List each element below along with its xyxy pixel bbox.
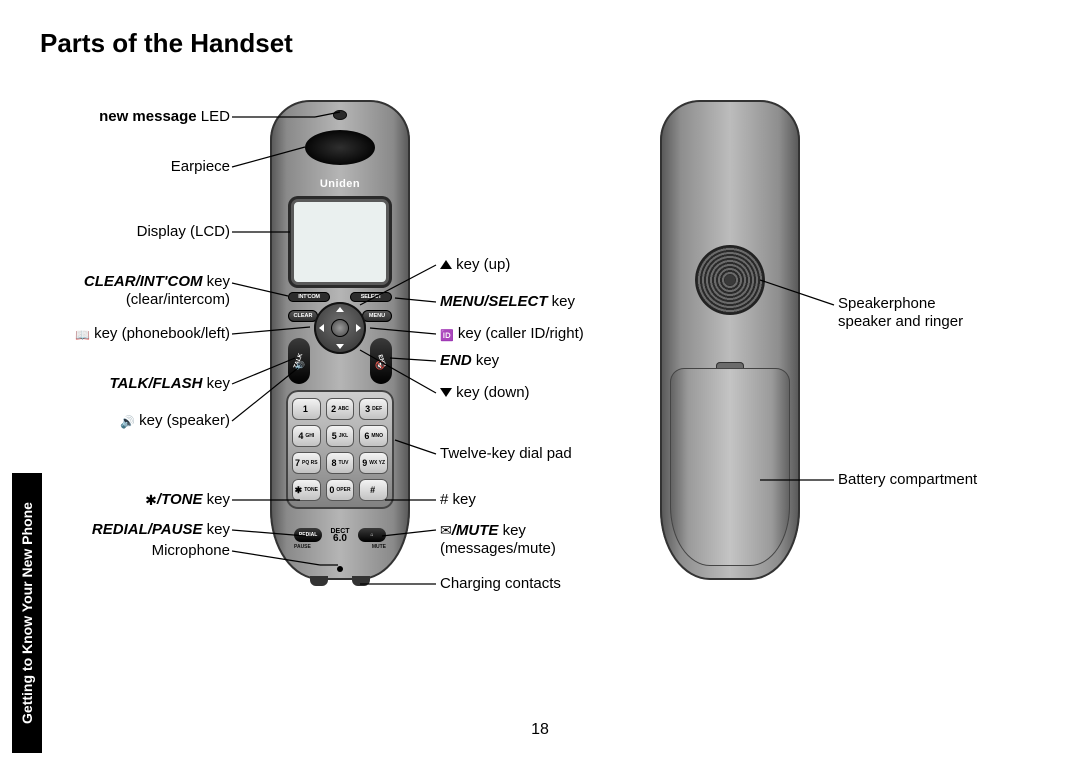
key-6: 6MNO <box>359 425 388 447</box>
nav-pad <box>314 302 366 354</box>
key-hash: # <box>359 479 388 501</box>
intcom-softkey: INT'COM <box>288 292 330 302</box>
triangle-down-icon <box>440 388 452 397</box>
mute-key: ⌂ <box>358 528 386 542</box>
mute-sublabel: MUTE <box>372 544 386 550</box>
speaker-icon <box>120 412 135 429</box>
dect-badge: DECT 6.0 <box>330 528 349 542</box>
charging-contact-right <box>352 576 370 586</box>
label-mute: /MUTE key (messages/mute) <box>440 521 556 558</box>
volume-mini-icon: 🔇 <box>368 361 392 370</box>
microphone-hole <box>337 566 343 572</box>
key-star: ✱TONE <box>292 479 321 501</box>
nav-down-icon <box>336 344 344 349</box>
new-message-led <box>333 110 347 120</box>
label-speaker: key (speaker) <box>60 412 230 431</box>
key-1: 1 <box>292 398 321 420</box>
label-dialpad: Twelve-key dial pad <box>440 445 572 463</box>
triangle-up-icon <box>440 260 452 269</box>
charging-contact-left <box>310 576 328 586</box>
key-0: 0OPER <box>326 479 355 501</box>
nav-left-icon <box>319 324 324 332</box>
nav-up-icon <box>336 307 344 312</box>
label-charging: Charging contacts <box>440 575 561 593</box>
label-tone: /TONE key <box>60 491 230 509</box>
envelope-icon <box>440 522 452 539</box>
label-hash: # key <box>440 491 476 509</box>
nav-right-icon <box>356 324 361 332</box>
key-7: 7PQ RS <box>292 452 321 474</box>
key-3: 3DEF <box>359 398 388 420</box>
label-menu-select: MENU/SELECT key <box>440 293 575 311</box>
label-redial: REDIAL/PAUSE key <box>45 521 230 539</box>
section-tab: Getting to Know Your New Phone <box>12 473 42 753</box>
key-9: 9WX YZ <box>359 452 388 474</box>
menu-key: MENU <box>362 310 392 322</box>
brand-logo: Uniden <box>270 178 410 190</box>
label-new-message-led: new message LED <box>60 108 230 126</box>
caller-id-icon <box>440 325 454 342</box>
page-title: Parts of the Handset <box>40 28 293 59</box>
clear-key: CLEAR <box>288 310 318 322</box>
label-caller-id: key (caller ID/right) <box>440 325 584 345</box>
label-talk-flash: TALK/FLASH key <box>60 375 230 393</box>
earpiece <box>305 130 375 165</box>
label-clear-intcom: CLEAR/INT'COM key (clear/intercom) <box>45 273 230 309</box>
key-2: 2ABC <box>326 398 355 420</box>
dial-pad: 1 2ABC 3DEF 4GHI 5JKL 6MNO 7PQ RS 8TUV 9… <box>286 390 394 509</box>
select-softkey: SELECT <box>350 292 392 302</box>
pause-sublabel: PAUSE <box>294 544 311 550</box>
speakerphone-grille <box>695 245 765 315</box>
page-number: 18 <box>531 721 549 739</box>
label-earpiece: Earpiece <box>60 158 230 176</box>
phonebook-icon <box>75 325 90 342</box>
star-icon <box>145 491 157 508</box>
label-display: Display (LCD) <box>60 223 230 241</box>
label-key-up: key (up) <box>440 256 510 274</box>
label-key-down: key (down) <box>440 384 530 402</box>
redial-key: REDIAL <box>294 528 322 542</box>
lcd-display <box>288 196 392 288</box>
key-4: 4GHI <box>292 425 321 447</box>
speaker-mini-icon: 🔊 <box>288 361 312 370</box>
battery-compartment <box>670 368 790 566</box>
label-battery: Battery compartment <box>838 471 977 489</box>
key-8: 8TUV <box>326 452 355 474</box>
handset-front: Uniden INT'COM SELECT CLEAR MENU TALK EN… <box>270 100 410 580</box>
label-speakerphone: Speakerphonespeaker and ringer <box>838 295 963 331</box>
key-5: 5JKL <box>326 425 355 447</box>
label-microphone: Microphone <box>60 542 230 560</box>
label-phonebook: key (phonebook/left) <box>40 325 230 344</box>
section-tab-label: Getting to Know Your New Phone <box>19 502 35 724</box>
handset-back <box>660 100 800 580</box>
label-end: END key <box>440 352 499 370</box>
